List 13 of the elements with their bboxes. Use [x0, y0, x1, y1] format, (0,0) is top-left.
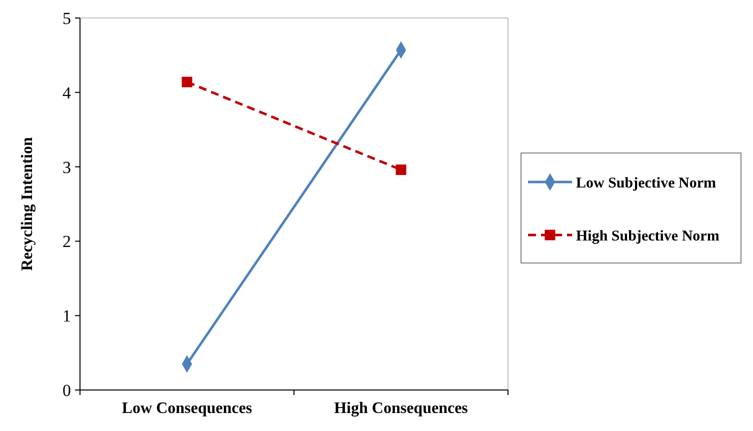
y-tick-label: 4	[62, 83, 72, 102]
y-axis-title: Recycling Intention	[19, 137, 36, 271]
y-tick-label: 2	[62, 232, 71, 252]
x-tick-label: High Consequences	[334, 400, 468, 417]
legend-label: Low Subjective Norm	[576, 175, 716, 192]
y-tick-label: 0	[62, 380, 71, 400]
point	[396, 164, 406, 176]
y-tick-label: 3	[62, 158, 71, 177]
y-tick-label: 5	[62, 8, 71, 28]
point	[182, 76, 192, 88]
legend-label: High Subjective Norm	[576, 228, 720, 244]
y-tick-label: 1	[62, 306, 71, 326]
x-tick-label: Low Consequences	[122, 400, 252, 417]
